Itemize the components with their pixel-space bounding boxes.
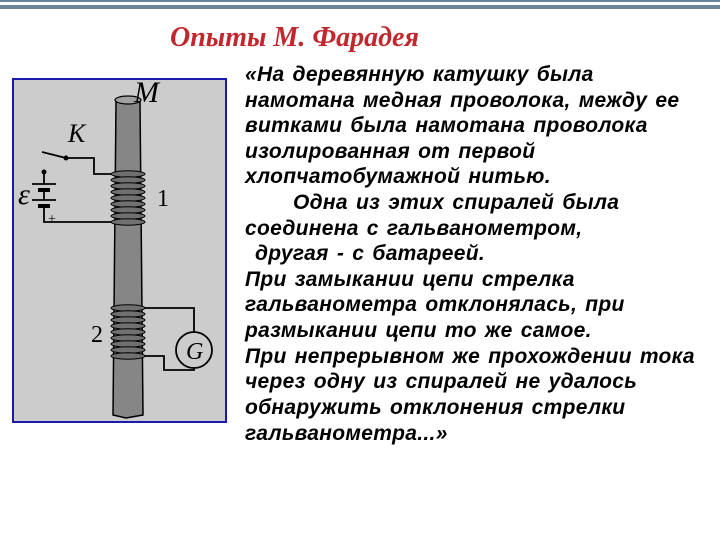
decor-line-1 xyxy=(0,0,720,2)
para-4: При замыкании цепи стрелка гальванометра… xyxy=(245,267,710,344)
body-text: «На деревянную катушку была намотана мед… xyxy=(245,62,710,446)
label-eps: ε xyxy=(18,178,30,211)
page-title: Опыты М. Фарадея xyxy=(170,22,419,54)
label-one: 1 xyxy=(157,186,169,212)
label-two: 2 xyxy=(91,322,103,348)
label-M: M xyxy=(133,80,161,109)
label-K: K xyxy=(67,119,87,148)
para-5: При непрерывном же прохождении тока чере… xyxy=(245,344,710,446)
decor-line-2 xyxy=(0,5,720,9)
para-2: Одна из этих спиралей была соединена с г… xyxy=(245,190,710,241)
para-3: другая - с батареей. xyxy=(245,241,710,267)
label-G: G xyxy=(186,339,203,365)
circuit-svg: K M ε + 1 2 G xyxy=(14,80,225,421)
circuit-diagram: K M ε + 1 2 G xyxy=(12,78,227,423)
label-plus: + xyxy=(48,212,56,227)
para-1: «На деревянную катушку была намотана мед… xyxy=(245,62,710,190)
